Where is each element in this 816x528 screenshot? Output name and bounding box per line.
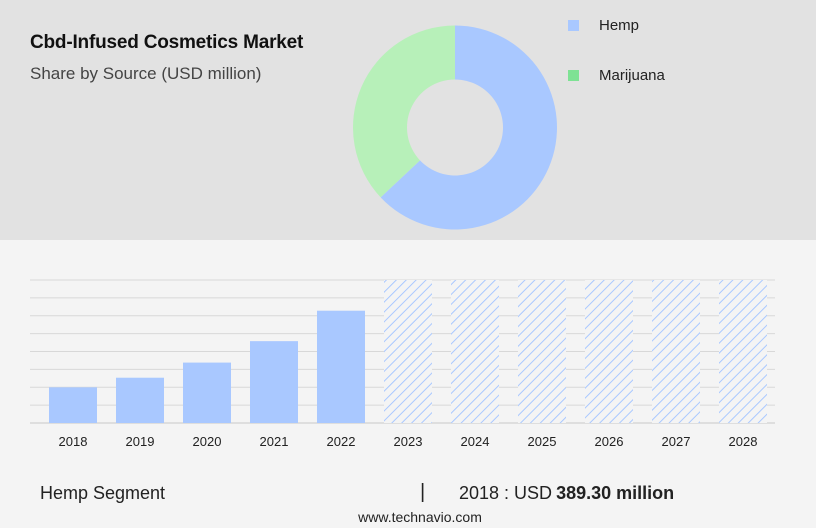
bar-2020: [183, 362, 231, 423]
x-tick-label-2027: 2027: [662, 434, 691, 449]
footer-value: 2018 : USD 389.30 million: [459, 483, 674, 504]
legend: Hemp Marijuana: [568, 14, 665, 114]
forecast-bar-2028: [719, 280, 767, 423]
x-tick-label-2028: 2028: [729, 434, 758, 449]
x-tick-label-2024: 2024: [461, 434, 490, 449]
x-tick-label-2023: 2023: [394, 434, 423, 449]
x-tick-label-2021: 2021: [260, 434, 289, 449]
x-tick-label-2025: 2025: [528, 434, 557, 449]
donut-slice-marijuana: [353, 25, 455, 198]
x-tick-label-2022: 2022: [327, 434, 356, 449]
bar-2021: [250, 341, 298, 423]
forecast-bar-2026: [585, 280, 633, 423]
donut-slice-hemp: [380, 25, 557, 230]
forecast-bar-2025: [518, 280, 566, 423]
x-tick-label-2018: 2018: [59, 434, 88, 449]
footer-segment-label: Hemp Segment: [40, 483, 166, 503]
forecast-bar-2024: [451, 280, 499, 423]
chart-title: Cbd-Infused Cosmetics Market: [30, 32, 304, 53]
bar-2022: [317, 310, 365, 423]
x-tick-label-2019: 2019: [126, 434, 155, 449]
legend-label-marijuana: Marijuana: [599, 66, 665, 84]
legend-swatch-hemp: [568, 19, 579, 31]
legend-label-hemp: Hemp: [599, 16, 640, 34]
bar-chart: 2018 2019 2020 2021 2022 2023 2024 2025 2026 2027…: [30, 279, 775, 449]
top-panel: Cbd-Infused Cosmetics Market Share by So…: [0, 0, 816, 240]
forecast-bar-2027: [652, 280, 700, 423]
bar-2018: [49, 387, 97, 423]
bottom-panel: 2018 2019 2020 2021 2022 2023 2024 2025 2026 2027…: [0, 240, 816, 528]
legend-swatch-marijuana: [568, 69, 579, 81]
forecast-bar-2023: [384, 280, 432, 423]
footer-separator: |: [420, 481, 426, 503]
legend-item-marijuana: Marijuana: [568, 64, 665, 86]
footer-source: www.technavio.com: [358, 509, 482, 525]
bar-2019: [116, 377, 164, 423]
footer-value-prefix: 2018 : USD: [459, 483, 553, 503]
chart-subtitle: Share by Source (USD million): [30, 64, 262, 83]
donut-chart: [353, 25, 557, 230]
footer-value-amount: 389.30 million: [556, 483, 675, 503]
x-tick-label-2026: 2026: [595, 434, 624, 449]
legend-item-hemp: Hemp: [568, 14, 665, 36]
x-tick-label-2020: 2020: [193, 434, 222, 449]
